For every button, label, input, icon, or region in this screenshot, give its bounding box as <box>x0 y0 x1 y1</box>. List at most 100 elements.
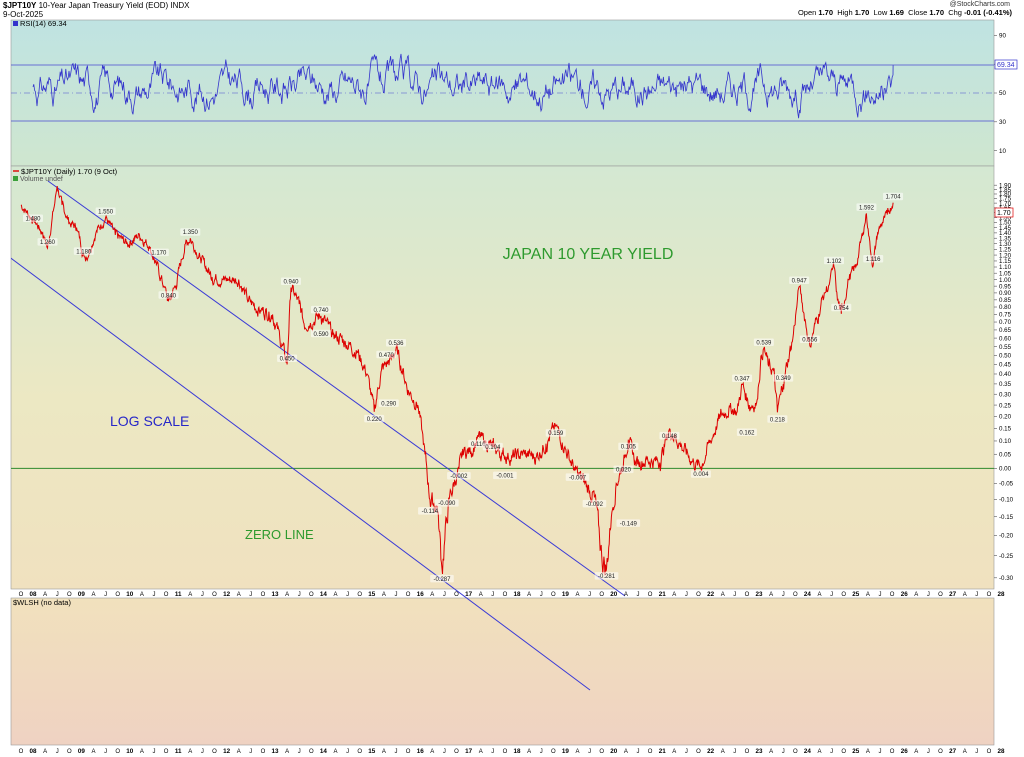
data-label-bg <box>493 471 517 480</box>
data-label-text: 0.556 <box>802 338 818 344</box>
x-month-label: A <box>91 749 95 755</box>
x-month-label: O <box>357 592 362 598</box>
data-label: 0.020 <box>613 465 634 474</box>
open-value: 1.70 <box>818 8 834 17</box>
y-tick-label: 1.70 <box>999 200 1012 207</box>
log-scale-annotation: LOG SCALE <box>110 413 189 429</box>
data-label-text: 0.450 <box>280 356 296 362</box>
x-year-label: 21 <box>659 748 667 755</box>
x-month-label: J <box>830 592 833 598</box>
data-label: 0.754 <box>831 303 852 312</box>
x-month-label: A <box>527 592 531 598</box>
data-label: 0.218 <box>767 415 788 423</box>
data-label: 0.162 <box>736 428 757 436</box>
x-month-label: J <box>637 592 640 598</box>
price-legend: $JPT10Y (Daily) 1.70 (9 Oct) Volume unde… <box>13 167 118 183</box>
x-month-label: O <box>19 592 24 598</box>
y-tick-label: 0.40 <box>999 371 1012 378</box>
data-label-bg <box>310 305 331 314</box>
data-label: 0.947 <box>789 276 810 285</box>
x-month-label: A <box>817 749 821 755</box>
x-year-label: 08 <box>29 591 37 598</box>
x-year-label: 18 <box>513 591 521 598</box>
high-value: 1.70 <box>854 8 870 17</box>
x-month-label: J <box>346 592 349 598</box>
x-year-label: 13 <box>271 591 279 598</box>
x-year-label: 26 <box>901 591 909 598</box>
x-year-label: 24 <box>804 748 812 755</box>
x-month-label: A <box>382 592 386 598</box>
symbol: $JPT10Y <box>3 1 37 10</box>
x-month-label: J <box>201 592 204 598</box>
rsi-label: RSI(14) 69.34 <box>20 19 67 28</box>
x-month-label: J <box>298 592 301 598</box>
x-month-label: O <box>841 592 846 598</box>
chg-label: Chg <box>948 8 962 17</box>
x-month-label: O <box>841 749 846 755</box>
x-month-label: O <box>987 592 992 598</box>
y-tick-label: 1.40 <box>999 230 1012 237</box>
quote-bar: Open 1.70 High 1.70 Low 1.69 Close 1.70 … <box>798 8 1012 17</box>
data-label-bg <box>430 574 454 583</box>
data-label-text: 0.539 <box>756 340 772 346</box>
x-year-label: 28 <box>997 591 1005 598</box>
x-year-label: 18 <box>513 748 521 755</box>
x-year-label: 11 <box>175 748 182 755</box>
y-tick-label: 1.30 <box>999 241 1012 248</box>
data-label-bg <box>277 354 298 362</box>
x-month-label: J <box>491 749 494 755</box>
data-label-bg <box>418 507 442 515</box>
low-value: 1.69 <box>889 8 904 17</box>
data-label: 0.004 <box>690 470 711 478</box>
data-label-bg <box>616 519 641 527</box>
x-month-label: A <box>527 749 531 755</box>
downtrend-channel <box>11 180 626 691</box>
data-label: -0.287 <box>430 574 454 583</box>
close-value: 1.70 <box>929 8 945 17</box>
y-tick-label: 0.25 <box>999 402 1012 409</box>
x-month-label: J <box>104 749 107 755</box>
x-month-label: J <box>298 749 301 755</box>
bottom-legend: $WLSH (no data) <box>13 598 71 607</box>
rsi-legend: RSI(14) 69.34 <box>13 19 67 28</box>
last-price-text: 1.70 <box>997 210 1011 217</box>
data-label-text: 1.592 <box>859 205 875 211</box>
data-label-bg <box>378 399 399 407</box>
data-label-bg <box>824 256 845 265</box>
data-label: -0.281 <box>594 572 619 580</box>
x-month-label: A <box>914 592 918 598</box>
open-label: Open <box>797 8 817 17</box>
x-month-label: J <box>540 749 543 755</box>
x-month-label: A <box>430 592 434 598</box>
data-label-text: 1.116 <box>866 257 881 263</box>
x-month-label: A <box>382 749 386 755</box>
x-month-label: J <box>153 592 156 598</box>
data-label-bg <box>767 415 788 423</box>
x-month-label: A <box>237 749 241 755</box>
data-label: 1.170 <box>148 248 169 257</box>
x-month-label: J <box>201 749 204 755</box>
data-label: 1.592 <box>856 203 877 211</box>
data-label-text: -0.090 <box>438 501 456 507</box>
data-label-text: 0.347 <box>735 377 751 383</box>
x-year-label: 09 <box>78 748 86 755</box>
data-label-bg <box>95 207 116 216</box>
y-tick-label: 0.30 <box>999 391 1012 398</box>
data-label-bg <box>863 255 884 263</box>
data-label-text: 0.590 <box>313 332 329 338</box>
x-year-label: 23 <box>755 591 763 598</box>
x-month-label: J <box>540 592 543 598</box>
x-year-label: 27 <box>949 591 957 598</box>
chart-header: $JPT10Y 10-Year Japan Treasury Yield (EO… <box>3 1 190 19</box>
y-tick-label: 0.80 <box>999 304 1012 311</box>
x-year-label: 10 <box>126 591 134 598</box>
x-month-label: A <box>721 592 725 598</box>
data-label-bg <box>732 374 753 383</box>
x-month-label: O <box>696 749 701 755</box>
x-month-label: O <box>406 749 411 755</box>
x-month-label: O <box>890 592 895 598</box>
x-year-label: 16 <box>417 591 425 598</box>
rsi-series-line <box>32 53 894 119</box>
data-label-text: 1.550 <box>98 210 114 216</box>
